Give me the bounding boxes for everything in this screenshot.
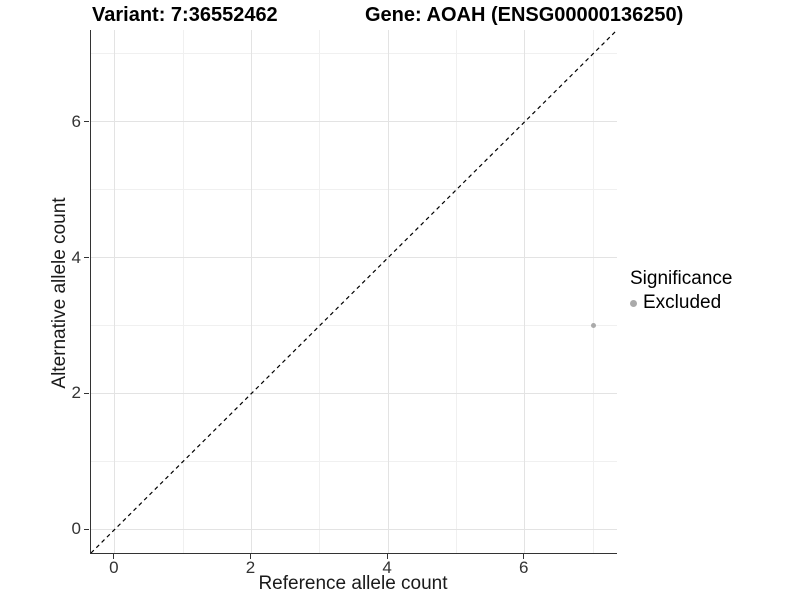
gridline-minor-horizontal bbox=[91, 189, 617, 191]
y-tick-label: 6 bbox=[71, 111, 81, 131]
legend-title: Significance bbox=[630, 268, 733, 289]
plot-title-gene: Gene: AOAH (ENSG00000136250) bbox=[365, 4, 684, 26]
gridline-minor-horizontal bbox=[91, 460, 617, 462]
y-tick-mark bbox=[84, 257, 89, 259]
y-tick-label: 4 bbox=[71, 247, 81, 267]
gridline-minor-vertical bbox=[319, 30, 321, 553]
y-tick-mark bbox=[84, 392, 89, 394]
x-axis-title: Reference allele count bbox=[258, 573, 448, 594]
y-tick-mark bbox=[84, 528, 89, 530]
x-tick-label: 4 bbox=[382, 558, 392, 577]
gridline-major-vertical bbox=[251, 30, 253, 553]
gridline-major-vertical bbox=[524, 30, 526, 553]
gridline-minor-vertical bbox=[182, 30, 184, 553]
x-tick-mark bbox=[386, 554, 388, 559]
x-tick-label: 6 bbox=[519, 558, 529, 577]
gridline-minor-vertical bbox=[455, 30, 457, 553]
gridline-major-horizontal bbox=[91, 121, 617, 123]
x-tick-label: 2 bbox=[245, 558, 256, 577]
gridline-major-horizontal bbox=[91, 528, 617, 530]
plot-panel bbox=[90, 29, 618, 554]
identity-line bbox=[90, 29, 618, 554]
y-tick-mark bbox=[84, 121, 89, 123]
plot-title-variant: Variant: 7:36552462 bbox=[92, 4, 278, 26]
gridline-major-horizontal bbox=[91, 392, 617, 394]
excluded-point-icon bbox=[630, 299, 637, 307]
x-tick-mark bbox=[250, 554, 252, 559]
x-tick-mark bbox=[113, 554, 115, 559]
gridline-minor-horizontal bbox=[91, 324, 617, 326]
gridline-major-vertical bbox=[114, 30, 116, 553]
gridline-major-vertical bbox=[387, 30, 389, 553]
y-tick-label: 0 bbox=[71, 519, 81, 539]
gridline-minor-vertical bbox=[592, 30, 594, 553]
y-tick-label: 2 bbox=[71, 383, 81, 403]
gridline-minor-horizontal bbox=[91, 53, 617, 55]
legend: Significance Excluded bbox=[630, 268, 732, 314]
x-tick-mark bbox=[523, 554, 525, 559]
gridline-major-horizontal bbox=[91, 257, 617, 259]
x-tick-label: 0 bbox=[109, 558, 119, 577]
legend-item-label: Excluded bbox=[643, 292, 722, 313]
legend-item-excluded: Excluded bbox=[630, 292, 732, 314]
data-point bbox=[590, 322, 596, 328]
